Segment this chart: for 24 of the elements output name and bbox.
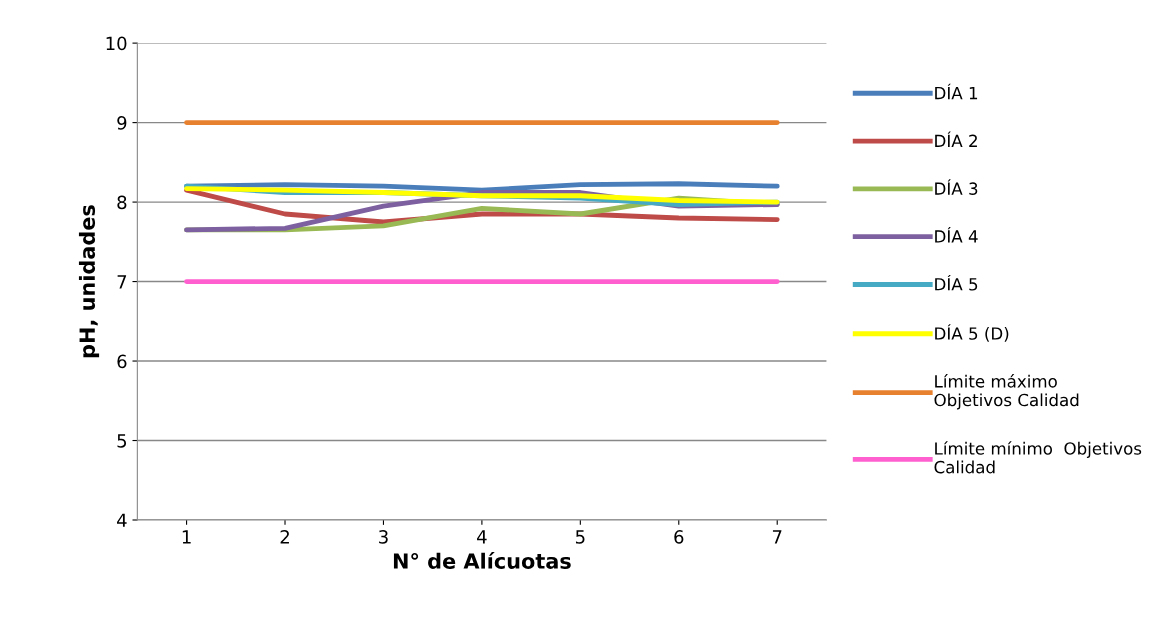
legend-label: DÍA 2 (935, 131, 977, 147)
y-tick-label: 7 (117, 275, 127, 289)
y-tick-label: 8 (117, 195, 127, 210)
x-tick-label: 3 (379, 530, 388, 544)
y-tick-label: 10 (106, 36, 127, 51)
legend-label: Límite máximo Objetivos Calidad (934, 374, 1079, 410)
y-tick-label: 4 (117, 513, 127, 527)
x-tick-label: 4 (477, 530, 487, 544)
x-tick-label: 2 (280, 530, 289, 544)
y-tick-label: 9 (117, 116, 127, 130)
y-tick-label: 6 (117, 354, 127, 369)
y-axis-title: pH, unidades (78, 205, 100, 358)
x-tick-label: 7 (772, 530, 782, 544)
legend-label: DÍA 1 (935, 83, 978, 100)
x-axis-title: N° de Alícuotas (393, 551, 571, 569)
x-tick-label: 6 (674, 530, 684, 544)
legend-label: DÍA 3 (935, 179, 978, 195)
y-tick-label: 5 (117, 434, 127, 448)
legend-label: DÍA 4 (935, 227, 978, 243)
x-tick-label: 5 (575, 530, 585, 544)
legend-label: DÍA 5 (935, 274, 978, 291)
legend-label: Límite mínimo Objetivos Calidad (934, 441, 1142, 474)
x-tick-label: 1 (182, 530, 191, 544)
legend-label: DÍA 5 (D) (935, 324, 1009, 342)
